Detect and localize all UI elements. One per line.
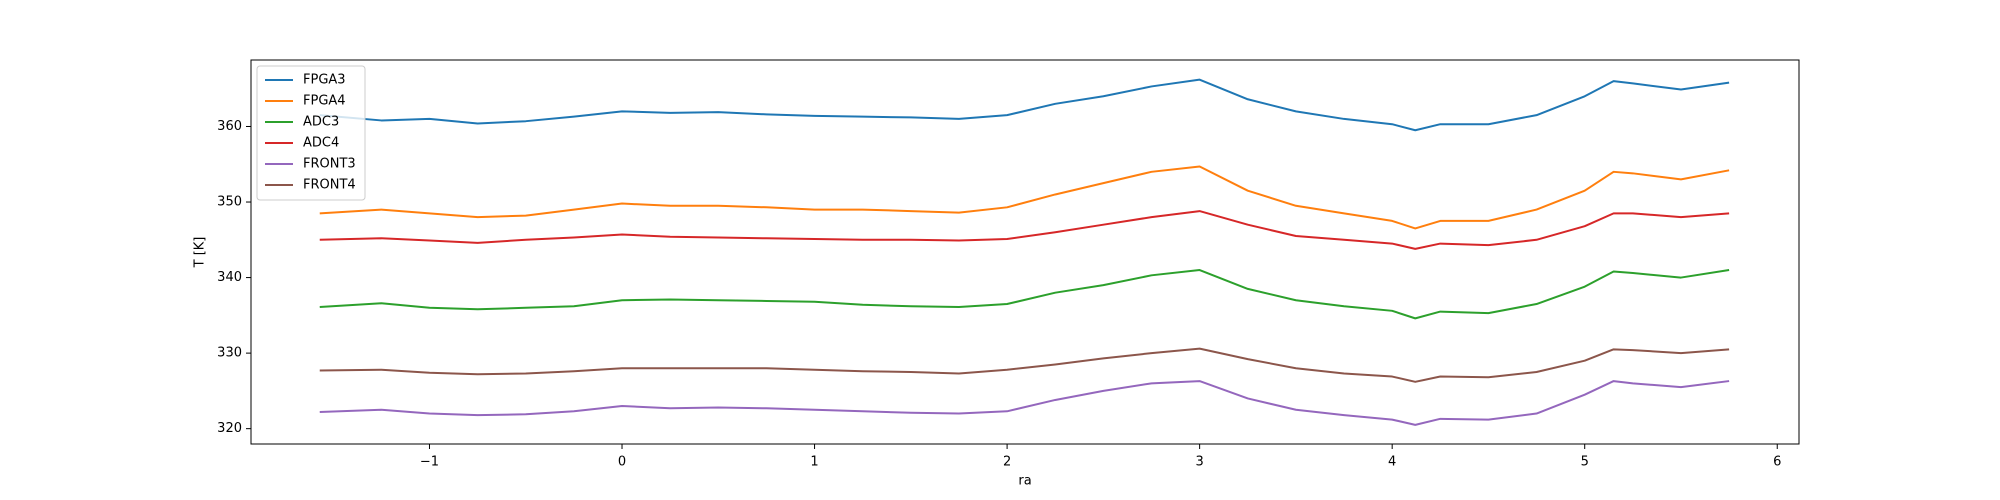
legend-box (256, 65, 366, 201)
series-line (319, 269, 1730, 320)
x-axis-label: ra (1018, 474, 1031, 489)
legend-label: FRONT3 (303, 157, 356, 172)
y-axis-label: T [K] (193, 237, 208, 269)
legend-label: ADC3 (303, 115, 339, 130)
x-tick-label: 1 (810, 455, 818, 470)
series-line (319, 165, 1730, 230)
legend-label: FRONT4 (303, 178, 356, 193)
legend-label: ADC4 (303, 136, 339, 151)
x-tick-label: 3 (1195, 455, 1203, 470)
x-tick-label: 0 (618, 455, 626, 470)
x-tick-label: −1 (420, 455, 439, 470)
y-tick-label: 330 (217, 346, 242, 361)
x-tick-label: 6 (1773, 455, 1781, 470)
series-line (319, 380, 1730, 426)
legend-label: FPGA4 (303, 94, 346, 109)
series-line (319, 78, 1730, 132)
series-line (319, 210, 1730, 250)
x-tick-label: 5 (1581, 455, 1589, 470)
y-tick-label: 320 (217, 421, 242, 436)
x-tick-label: 2 (1003, 455, 1011, 470)
series-line (319, 347, 1730, 383)
y-tick-label: 350 (217, 195, 242, 210)
x-tick-label: 4 (1388, 455, 1396, 470)
plot-frame (250, 59, 1800, 445)
y-tick-label: 340 (217, 270, 242, 285)
legend-label: FPGA3 (303, 73, 346, 88)
y-tick-label: 360 (217, 119, 242, 134)
